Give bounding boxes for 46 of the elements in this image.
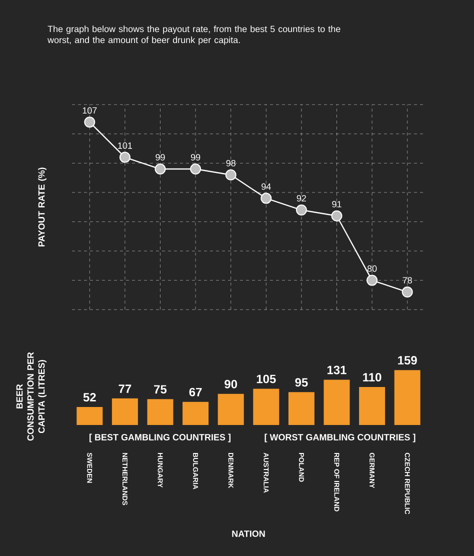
data-label: 99 [190, 154, 200, 160]
data-label: 159 [398, 356, 417, 365]
text: [ WORST GAMBLING COUNTRIES ] [264, 434, 416, 442]
data-label: 92 [296, 195, 306, 202]
point [331, 210, 342, 222]
bar [253, 388, 280, 425]
data-label: 80 [367, 265, 377, 272]
data-label: 110 [363, 372, 382, 382]
point [260, 192, 272, 204]
point [84, 116, 96, 128]
data-label: 75 [154, 385, 167, 394]
bar [76, 407, 103, 425]
point [402, 286, 413, 298]
bar [147, 399, 174, 425]
data-label: 99 [156, 154, 165, 160]
data-label: 94 [262, 183, 271, 190]
chart-subtitle: The graph below shows the payout rate, from the best 5 countries to the worst, and the amount of beer drunk per capita. [48, 26, 340, 45]
bar [394, 370, 420, 425]
point [190, 164, 202, 175]
data-label: 107 [82, 107, 97, 114]
y-axis-title: PAYOUT RATE (%) [38, 168, 46, 246]
data-label: 90 [224, 380, 238, 388]
data-label: 77 [118, 384, 132, 393]
data-label: 95 [295, 378, 308, 387]
data-label: 78 [402, 277, 412, 284]
bar [359, 387, 386, 425]
bar [182, 402, 209, 425]
point [154, 164, 166, 175]
bar [324, 380, 350, 425]
bar [112, 398, 138, 425]
text: [ BEST GAMBLING COUNTRIES ] [90, 434, 230, 442]
data-label: 101 [118, 142, 132, 149]
data-label: 98 [226, 160, 236, 166]
data-label: 52 [83, 393, 96, 402]
data-label: 91 [332, 200, 342, 208]
data-label: 131 [327, 366, 346, 374]
x-axis-title: NATION [232, 530, 265, 537]
point [296, 204, 307, 216]
point [366, 274, 378, 286]
y-axis-title: BEER CONSUMPTION PER CAPITA (LITRES) [16, 352, 46, 441]
bar [218, 394, 244, 425]
point [119, 152, 130, 163]
point [225, 169, 236, 180]
bar [288, 392, 314, 425]
data-label: 105 [256, 374, 276, 384]
data-label: 67 [189, 388, 202, 396]
